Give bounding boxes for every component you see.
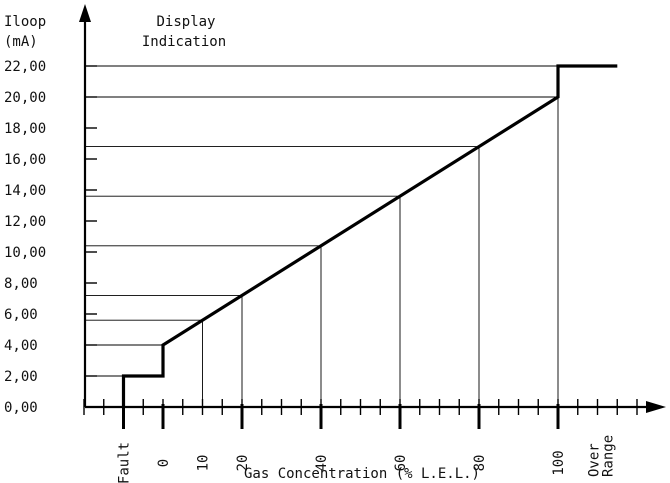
- y-tick-label: 2,00: [4, 369, 38, 385]
- x-tick-label: Over: [586, 443, 602, 477]
- x-tick-label: 100: [551, 450, 567, 475]
- y-axis-label-line-1: Iloop: [4, 14, 46, 30]
- y-tick-label: 20,00: [4, 90, 46, 106]
- x-tick-label: 40: [314, 455, 330, 472]
- x-tick-label: 20: [235, 455, 251, 472]
- y-tick-label: 16,00: [4, 152, 46, 168]
- y-tick-label: 6,00: [4, 307, 38, 323]
- series-layer: [121, 64, 618, 407]
- x-tick-label: 0: [156, 459, 172, 467]
- y-axis-label-line-2: (mA): [4, 34, 38, 50]
- x-tick-label: 60: [393, 455, 409, 472]
- y-tick-label: 0,00: [4, 400, 38, 416]
- y-tick-label: 8,00: [4, 276, 38, 292]
- x-tick-label: Fault: [117, 442, 133, 483]
- x-tick-label: 80: [472, 455, 488, 472]
- y-tick-label: 12,00: [4, 214, 46, 230]
- y-tick-labels: 0,00 2,00 4,00 6,00 8,00 10,00 12,00 14,00 16,00…: [4, 59, 97, 416]
- series-line: [121, 64, 618, 407]
- guide-lines: [85, 65, 559, 407]
- annotation-line-1: Display: [156, 14, 215, 30]
- y-tick-label: 14,00: [4, 183, 46, 199]
- x-axis-label: Gas Concentration (% L.E.L.): [244, 466, 480, 482]
- x-tick-label: Range: [600, 435, 616, 477]
- x-tick-label: 10: [196, 455, 212, 472]
- display-indication-annotation: Display Indication: [142, 14, 226, 50]
- y-tick-label: 4,00: [4, 338, 38, 354]
- x-tick-marks: [83, 399, 638, 429]
- x-axis-arrow: [646, 401, 666, 413]
- y-tick-label: 22,00: [4, 59, 46, 75]
- y-tick-label: 18,00: [4, 121, 46, 137]
- y-axis-arrow: [79, 4, 91, 22]
- y-axis-label: Iloop (mA): [4, 14, 46, 50]
- annotation-line-2: Indication: [142, 34, 226, 50]
- y-tick-label: 10,00: [4, 245, 46, 261]
